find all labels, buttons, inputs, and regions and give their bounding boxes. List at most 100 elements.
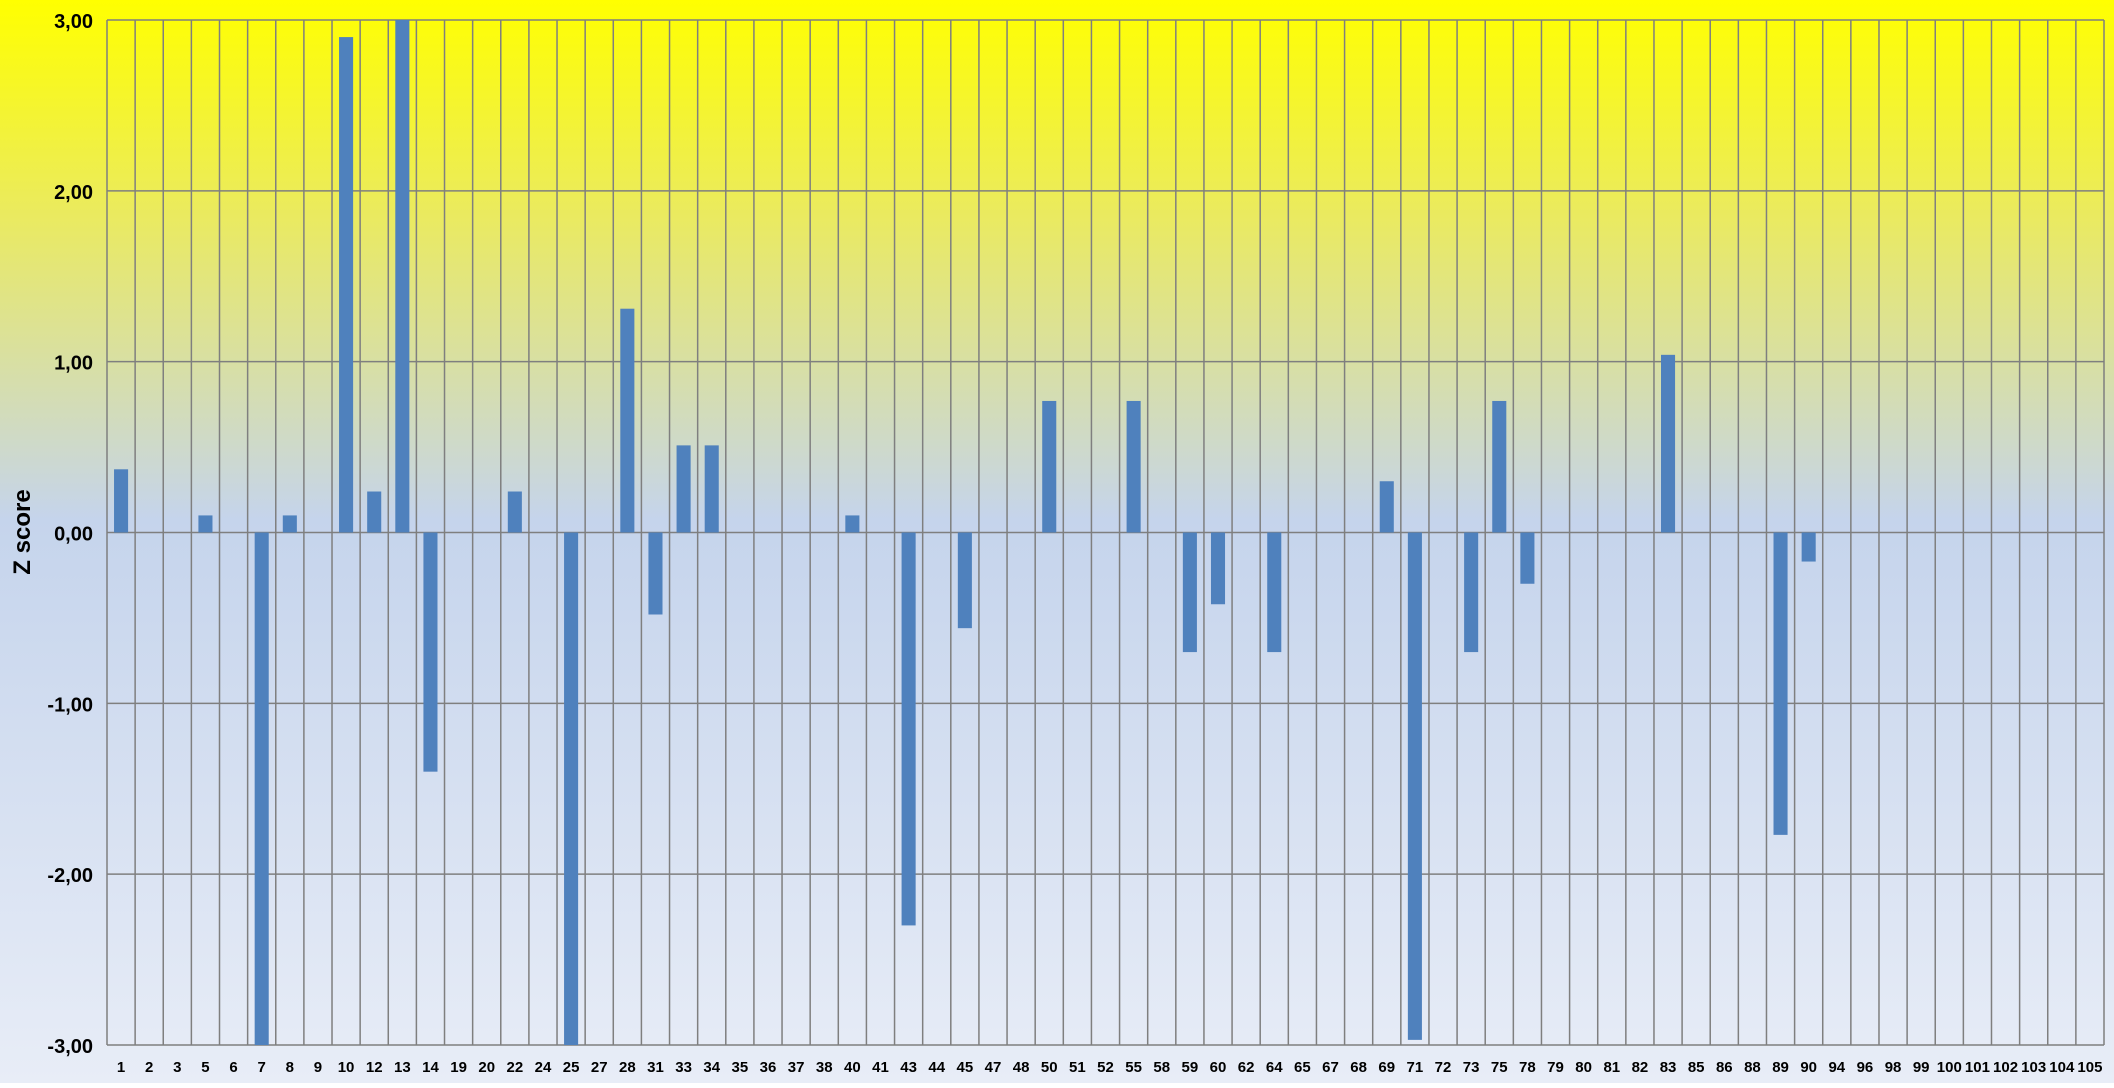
x-tick-label: 64 [1266, 1059, 1283, 1076]
x-tick-label: 85 [1688, 1059, 1705, 1076]
x-tick-label: 69 [1378, 1059, 1395, 1076]
bar-75 [1492, 400, 1507, 533]
x-tick-label: 7 [258, 1059, 266, 1076]
x-tick-label: 45 [957, 1059, 974, 1076]
bar-55 [1126, 400, 1141, 533]
x-tick-label: 60 [1210, 1059, 1227, 1076]
bar-69 [1379, 481, 1394, 533]
x-tick-label: 80 [1575, 1059, 1592, 1076]
x-tick-label: 78 [1519, 1059, 1536, 1076]
x-tick-label: 3 [173, 1059, 181, 1076]
bar-31 [648, 532, 663, 615]
bar-12 [367, 491, 382, 533]
x-tick-label: 79 [1547, 1059, 1564, 1076]
x-tick-label: 34 [703, 1059, 720, 1076]
x-tick-label: 27 [591, 1059, 608, 1076]
x-tick-label: 24 [535, 1059, 552, 1076]
bar-13 [395, 20, 410, 533]
bar-83 [1661, 354, 1676, 533]
bar-43 [901, 532, 916, 926]
x-tick-label: 65 [1294, 1059, 1311, 1076]
x-tick-label: 52 [1097, 1059, 1114, 1076]
x-tick-label: 86 [1716, 1059, 1733, 1076]
x-tick-label: 102 [1993, 1059, 2018, 1076]
bar-layer [114, 20, 1816, 1045]
bar-33 [676, 445, 691, 533]
x-tick-label: 38 [816, 1059, 833, 1076]
grid-layer [106, 19, 2105, 1046]
x-tick-label: 31 [647, 1059, 664, 1076]
x-tick-label: 72 [1435, 1059, 1452, 1076]
x-tick-label: 43 [900, 1059, 917, 1076]
y-tick-label: 0,00 [54, 524, 93, 546]
bar-1 [114, 469, 129, 533]
x-tick-label: 37 [788, 1059, 805, 1076]
x-tick-label: 13 [394, 1059, 411, 1076]
bar-7 [254, 532, 269, 1045]
x-tick-label: 1 [117, 1059, 125, 1076]
x-tick-label: 20 [478, 1059, 495, 1076]
x-tick-label: 5 [201, 1059, 209, 1076]
bar-89 [1773, 532, 1788, 835]
bar-8 [282, 515, 297, 533]
x-tick-label: 33 [675, 1059, 692, 1076]
x-tick-label: 103 [2021, 1059, 2046, 1076]
x-tick-label: 98 [1885, 1059, 1902, 1076]
x-tick-label: 99 [1913, 1059, 1930, 1076]
x-tick-label: 104 [2049, 1059, 2075, 1076]
x-tick-label: 83 [1660, 1059, 1677, 1076]
x-tick-label: 90 [1800, 1059, 1817, 1076]
bar-90 [1801, 532, 1816, 562]
x-tick-label: 8 [286, 1059, 294, 1076]
x-tick-label: 68 [1350, 1059, 1367, 1076]
x-tick-label: 94 [1828, 1059, 1845, 1076]
x-tick-label: 40 [844, 1059, 861, 1076]
x-tick-label: 88 [1744, 1059, 1761, 1076]
y-tick-label: -3,00 [47, 1036, 93, 1058]
x-tick-label: 25 [563, 1059, 580, 1076]
x-tick-label: 12 [366, 1059, 383, 1076]
x-tick-label: 71 [1407, 1059, 1424, 1076]
x-tick-label: 2 [145, 1059, 153, 1076]
x-tick-label: 22 [506, 1059, 523, 1076]
bar-34 [704, 445, 719, 533]
bar-73 [1464, 532, 1479, 653]
x-tick-label: 81 [1603, 1059, 1620, 1076]
bar-60 [1210, 532, 1226, 605]
bar-59 [1182, 532, 1197, 653]
y-tick-label: -2,00 [47, 865, 93, 887]
x-tick-label: 48 [1013, 1059, 1030, 1076]
bar-78 [1520, 532, 1535, 584]
y-axis-label: Z score [9, 489, 36, 574]
x-tick-label: 10 [338, 1059, 355, 1076]
y-tick-label: 1,00 [54, 353, 93, 375]
y-tick-label: -1,00 [47, 694, 93, 716]
x-tick-label: 41 [872, 1059, 889, 1076]
bar-28 [620, 308, 635, 533]
x-tick-label: 75 [1491, 1059, 1508, 1076]
x-tick-label: 47 [985, 1059, 1002, 1076]
x-tick-label: 6 [229, 1059, 237, 1076]
x-tick-label: 73 [1463, 1059, 1480, 1076]
x-tick-label: 59 [1182, 1059, 1199, 1076]
bar-64 [1267, 532, 1282, 653]
x-tick-label: 9 [314, 1059, 322, 1076]
x-tick-label: 51 [1069, 1059, 1086, 1076]
x-tick-label: 19 [450, 1059, 467, 1076]
x-tick-label: 105 [2077, 1059, 2102, 1076]
y-tick-label: 2,00 [54, 182, 93, 204]
x-tick-label: 89 [1772, 1059, 1789, 1076]
bar-5 [198, 515, 213, 533]
bar-14 [423, 532, 438, 772]
bar-25 [564, 532, 579, 1045]
x-tick-label: 62 [1238, 1059, 1255, 1076]
x-tick-label: 96 [1857, 1059, 1874, 1076]
y-tick-label: 3,00 [54, 11, 93, 33]
x-tick-label: 36 [760, 1059, 777, 1076]
x-tick-label: 55 [1125, 1059, 1142, 1076]
x-tick-label: 100 [1937, 1059, 1962, 1076]
x-tick-label: 28 [619, 1059, 636, 1076]
